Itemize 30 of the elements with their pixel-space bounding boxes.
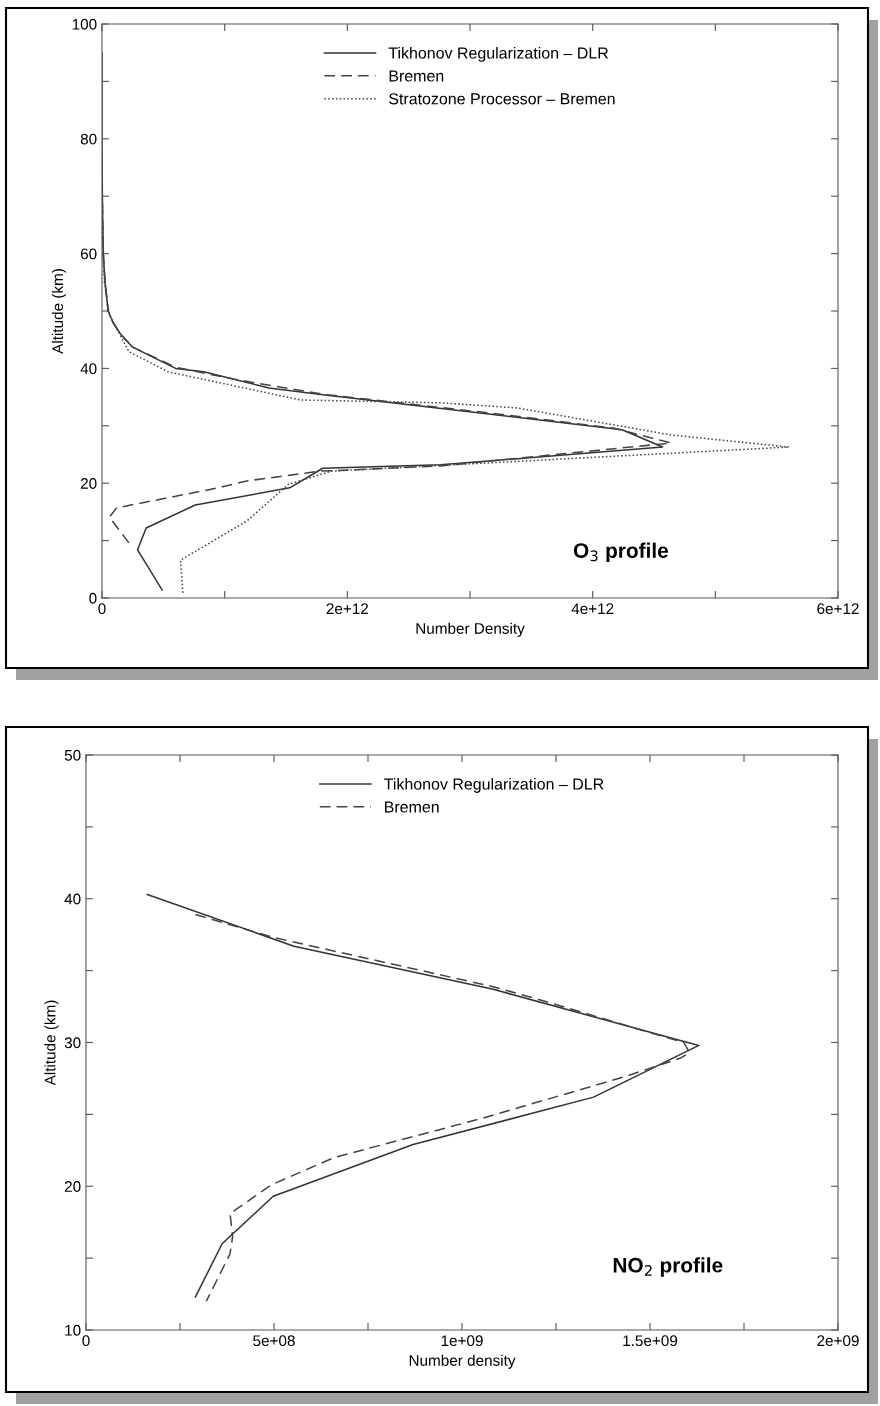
y-axis-title: Altitude (km) (51, 269, 67, 354)
legend-label: Tikhonov Regularization – DLR (388, 46, 609, 62)
legend-label: Bremen (385, 801, 439, 813)
y-tick-label: 50 (64, 749, 81, 761)
annotation: NO$_{2}$ profile (613, 1257, 723, 1277)
x-tick-label: 0 (98, 603, 106, 615)
x-tick-label: 1e+09 (441, 1335, 483, 1347)
y-tick-label: 0 (89, 592, 97, 604)
y-tick-label: 60 (80, 248, 97, 260)
x-tick-label: 5e+08 (253, 1335, 295, 1347)
y-tick-label: 30 (64, 1037, 81, 1049)
y-tick-label: 40 (80, 363, 97, 375)
y-tick-label: 20 (64, 1181, 81, 1192)
x-tick-label: 6e+12 (817, 603, 859, 615)
x-axis-title: Number Density (416, 622, 525, 637)
annotation: O$_{3}$ profile (573, 542, 669, 563)
x-tick-label: 1.5e+09 (623, 1335, 678, 1347)
legend-label: Stratozone Processor – Bremen (389, 93, 615, 105)
x-tick-label: 4e+12 (571, 603, 614, 615)
x-tick-label: 2e+12 (326, 603, 369, 615)
legend-label: Tikhonov Regularization – DLR (384, 778, 604, 793)
x-axis-title: Number density (409, 1354, 516, 1369)
legend-label: Bremen (389, 70, 444, 82)
y-tick-label: 10 (65, 1324, 81, 1336)
y-axis-title: Altitude (km) (44, 1000, 59, 1086)
y-tick-label: 100 (72, 18, 97, 30)
y-tick-label: 20 (80, 478, 97, 489)
y-tick-label: 40 (64, 893, 81, 905)
x-tick-label: 2e+09 (817, 1335, 859, 1347)
y-tick-label: 80 (80, 133, 97, 145)
